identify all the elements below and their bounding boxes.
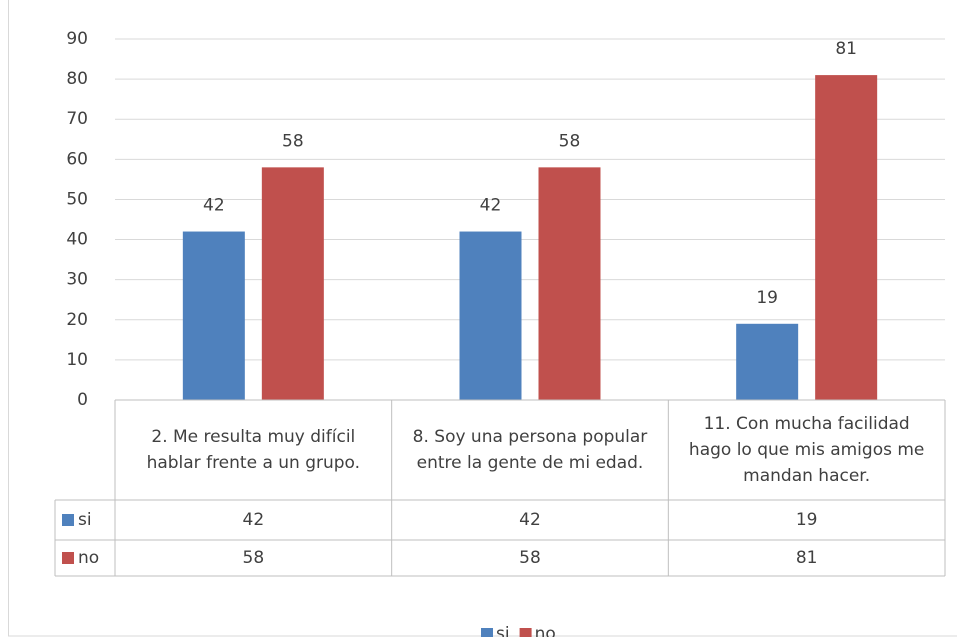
data-label: 58 — [559, 131, 581, 151]
bar — [459, 231, 522, 400]
x-tick-label: 2. Me resulta muy difícil hablar frente … — [146, 427, 361, 473]
bar — [815, 75, 878, 400]
table-cell: 42 — [519, 510, 541, 530]
y-tick-label: 90 — [66, 29, 88, 49]
y-tick-label: 60 — [66, 149, 88, 169]
x-tick-label-box: 11. Con mucha facilidad hago lo que mis … — [688, 414, 925, 486]
y-tick-label: 10 — [66, 350, 88, 370]
bar — [261, 167, 324, 400]
y-tick-label: 20 — [66, 310, 88, 330]
y-tick-label: 40 — [66, 230, 88, 250]
table-cell: 58 — [519, 548, 541, 568]
table-cell: 58 — [243, 548, 265, 568]
legend-label: si — [496, 624, 510, 637]
table-series-name: no — [78, 548, 99, 568]
bar — [538, 167, 601, 400]
legend-label: no — [535, 624, 556, 637]
x-tick-label: 11. Con mucha facilidad hago lo que mis … — [688, 414, 925, 486]
data-label: 58 — [282, 131, 304, 151]
data-label: 42 — [480, 196, 502, 216]
data-label: 42 — [203, 196, 225, 216]
data-label: 81 — [835, 39, 857, 59]
x-tick-label-box: 2. Me resulta muy difícil hablar frente … — [146, 427, 361, 473]
data-label: 19 — [756, 288, 778, 308]
table-cell: 42 — [243, 510, 265, 530]
x-tick-label-box: 8. Soy una persona popular entre la gent… — [412, 427, 648, 473]
y-tick-label: 50 — [66, 189, 88, 209]
bar — [182, 231, 245, 400]
table-series-name: si — [78, 510, 92, 530]
legend-key — [481, 628, 493, 637]
table-cell: 19 — [796, 510, 818, 530]
y-tick-label: 0 — [77, 390, 88, 410]
x-tick-label: 8. Soy una persona popular entre la gent… — [412, 427, 648, 473]
table-legend-key — [62, 514, 74, 526]
bar — [736, 323, 799, 400]
table-legend-key — [62, 552, 74, 564]
legend-key — [519, 628, 532, 637]
table-cell: 81 — [796, 548, 818, 568]
y-tick-label: 30 — [66, 270, 88, 290]
y-tick-label: 70 — [66, 109, 88, 129]
y-tick-label: 80 — [66, 69, 88, 89]
